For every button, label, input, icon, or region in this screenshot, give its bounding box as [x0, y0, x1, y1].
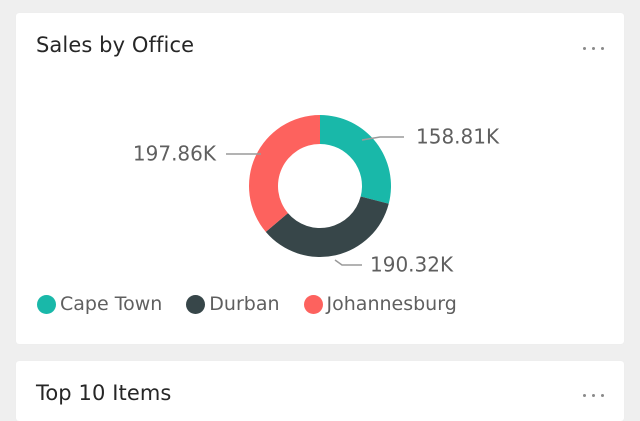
more-horizontal-icon-dot [592, 47, 595, 50]
legend-item-durban[interactable]: Durban [186, 293, 280, 315]
top-10-items-card[interactable]: Top 10 Items [16, 361, 624, 421]
legend-swatch [37, 294, 56, 314]
more-horizontal-icon [583, 47, 586, 50]
more-options-button[interactable] [576, 39, 610, 59]
card-title: Sales by Office [36, 33, 195, 57]
data-label: 197.86K [133, 142, 217, 166]
sales-by-office-card[interactable]: Sales by Office 158.81K 190.32K 197.86K Ca… [16, 13, 624, 344]
chart-legend: Cape Town Durban Johannesburg [37, 290, 481, 318]
legend-swatch [303, 294, 323, 314]
legend-item-johannesburg[interactable]: Johannesburg [303, 293, 457, 315]
legend-label: Johannesburg [326, 293, 457, 315]
more-horizontal-icon-dot [601, 47, 604, 50]
leader-line [361, 136, 404, 141]
legend-item-cape-town[interactable]: Cape Town [37, 293, 162, 315]
donut-slice-johannesburg[interactable] [248, 115, 320, 232]
donut-chart: 158.81K 190.32K 197.86K [133, 115, 500, 277]
data-label: 158.81K [416, 125, 500, 149]
more-horizontal-icon [583, 394, 586, 397]
donut-slice-cape-town[interactable] [320, 115, 391, 204]
donut-slice-durban[interactable] [265, 196, 389, 257]
card-title: Top 10 Items [36, 381, 172, 405]
more-horizontal-icon-dot [601, 394, 604, 397]
legend-label: Durban [209, 293, 280, 315]
legend-label: Cape Town [60, 293, 163, 315]
more-horizontal-icon-dot [592, 394, 595, 397]
data-label: 190.32K [370, 253, 454, 277]
legend-swatch [186, 294, 206, 314]
more-options-button[interactable] [576, 386, 610, 406]
leader-line [334, 259, 362, 266]
